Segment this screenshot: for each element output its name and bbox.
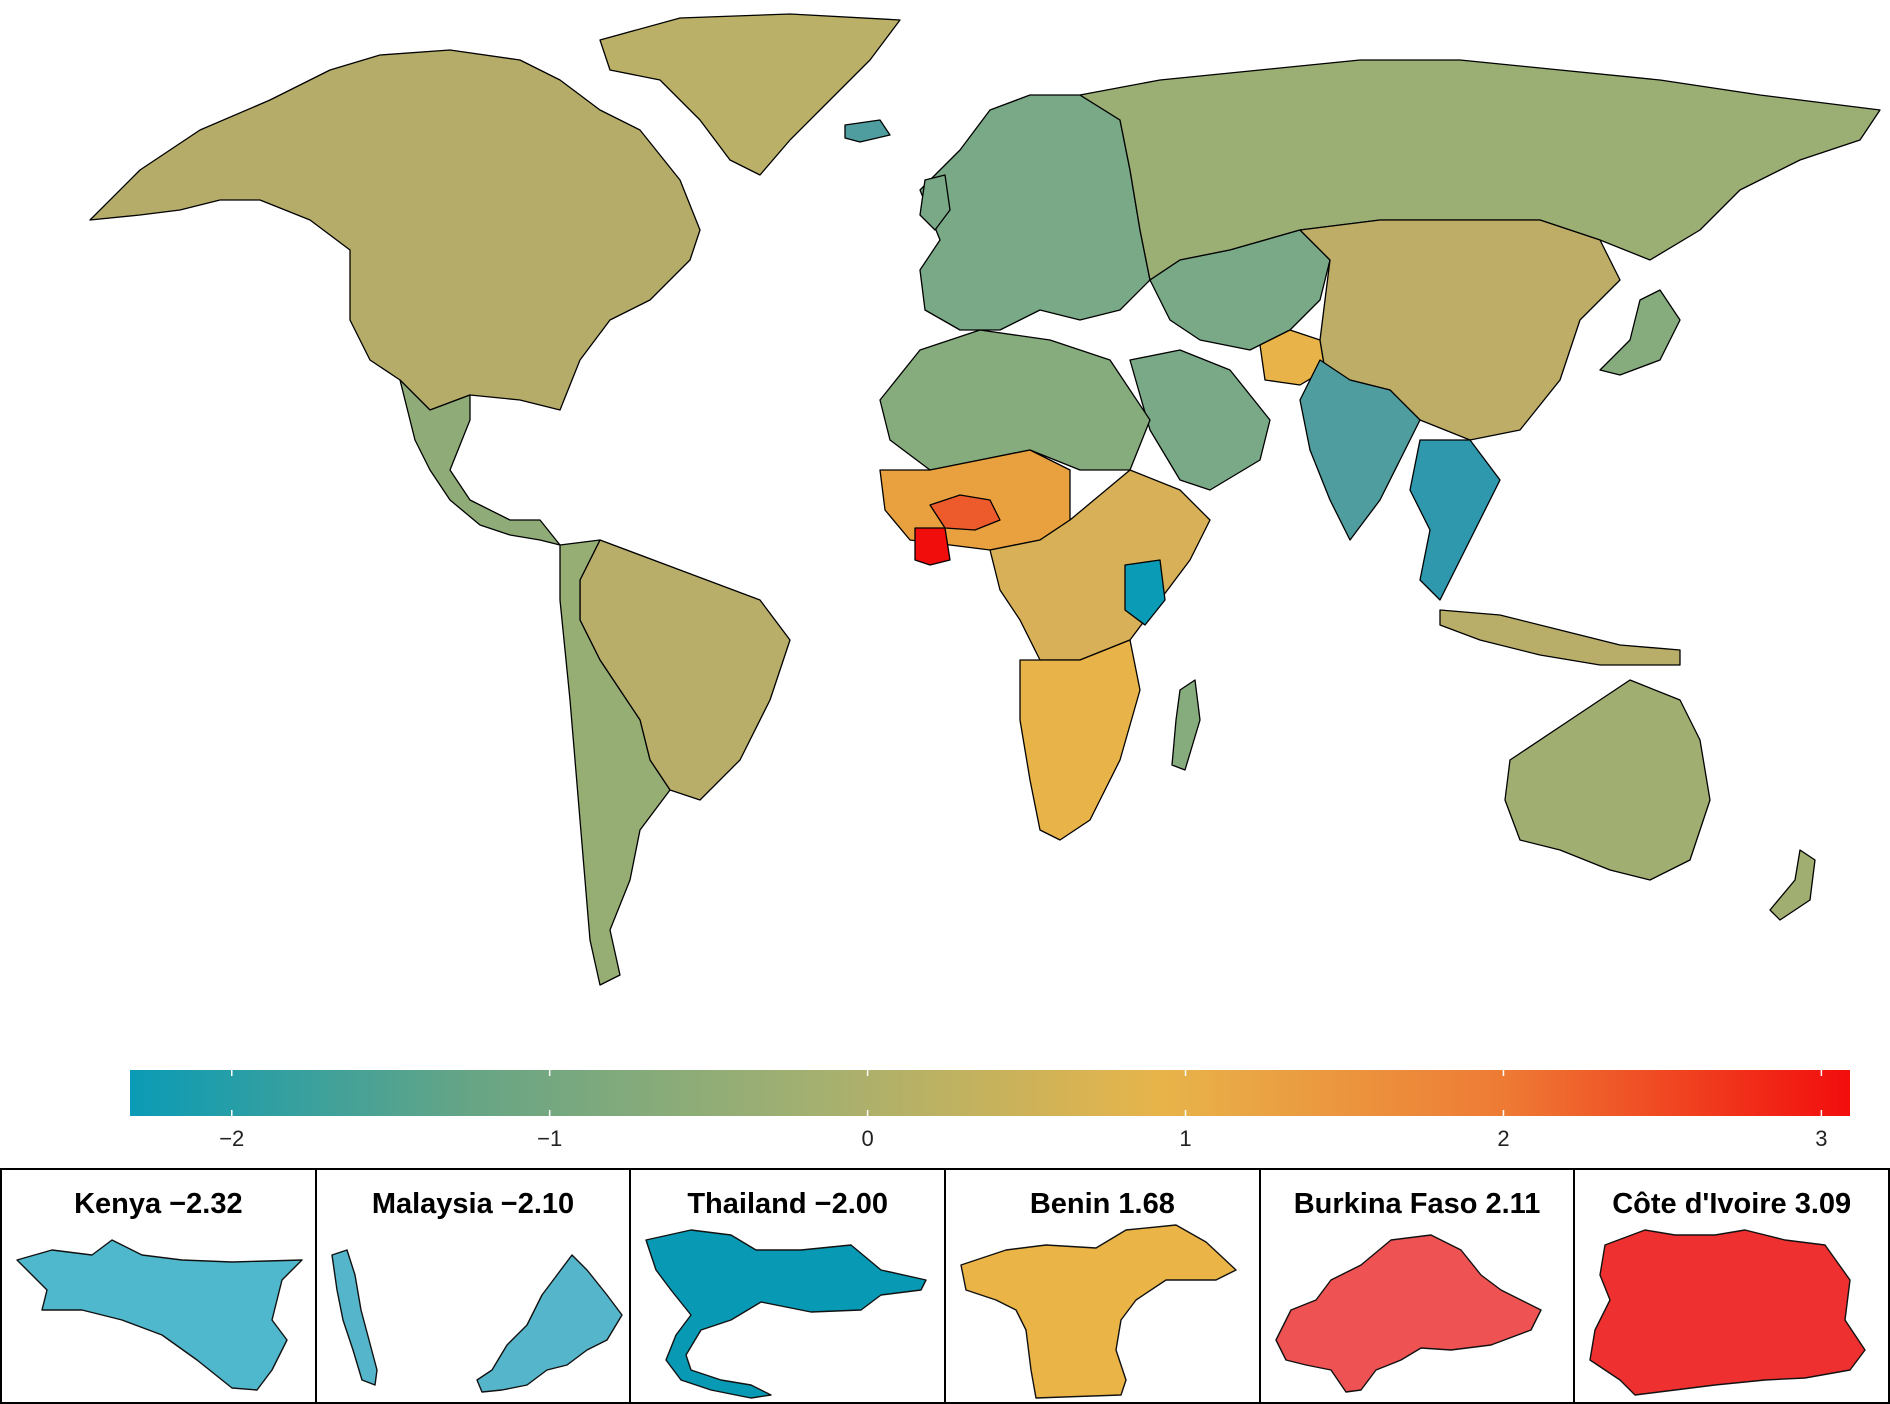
color-scale-tick-label: −2: [219, 1126, 244, 1151]
region-new-zealand: [1769, 849, 1816, 921]
region-mexico-central-america: [399, 379, 561, 546]
shape-malaysia-borneo: [475, 1254, 623, 1393]
panel-title-cote-divoire: Côte d'Ivoire 3.09: [1612, 1188, 1852, 1220]
color-scale-ticks: −2 −1 0 1 2 3: [219, 1070, 1828, 1151]
region-north-america: [89, 49, 701, 411]
shape-thailand-svg: [645, 1229, 928, 1399]
color-scale-tick-label: 0: [861, 1126, 873, 1151]
region-greenland: [599, 13, 901, 176]
region-europe: [919, 94, 1151, 331]
panel-title-kenya: Kenya −2.32: [74, 1188, 243, 1220]
region-australia: [1504, 679, 1711, 881]
region-central-asia: [1149, 229, 1331, 351]
shape-cote-divoire-svg: [1589, 1229, 1867, 1396]
shape-benin: [960, 1224, 1237, 1399]
color-scale-svg: −2 −1 0 1 2 3: [130, 1070, 1850, 1151]
color-scale-bar: [130, 1070, 1850, 1116]
shape-kenya: [16, 1239, 303, 1391]
panel-thailand: Thailand −2.00: [631, 1170, 947, 1402]
shape-kenya-svg: [16, 1239, 303, 1391]
region-china: [1299, 219, 1621, 441]
world-choropleth-map: [89, 13, 1881, 986]
region-japan: [1599, 289, 1681, 376]
region-south-america-west: [559, 539, 671, 986]
panel-malaysia: Malaysia −2.10: [317, 1170, 632, 1402]
panel-burkina-faso: Burkina Faso 2.11: [1261, 1170, 1576, 1402]
color-scale-tick-label: 3: [1815, 1126, 1827, 1151]
panel-title-thailand: Thailand −2.00: [687, 1188, 889, 1220]
region-central-east-africa: [989, 469, 1211, 661]
country-highlight-panels: Kenya −2.32 Malaysia −2.10 Thailand −2.0…: [0, 1168, 1890, 1404]
region-india: [1299, 359, 1421, 541]
panel-cote-divoire: Côte d'Ivoire 3.09: [1575, 1170, 1888, 1402]
color-scale-legend: −2 −1 0 1 2 3: [0, 1060, 1890, 1160]
region-uk: [919, 174, 951, 231]
shape-malaysia-peninsular: [330, 1249, 378, 1386]
region-indonesia: [1439, 609, 1681, 666]
shape-thailand: [645, 1229, 928, 1399]
panel-title-malaysia: Malaysia −2.10: [371, 1188, 575, 1220]
region-arabian-peninsula: [1129, 349, 1271, 491]
region-cote-divoire: [914, 527, 951, 566]
region-kenya: [1124, 559, 1166, 626]
region-north-africa: [879, 329, 1151, 471]
region-southeast-asia: [1409, 439, 1501, 601]
panel-title-burkina-faso: Burkina Faso 2.11: [1293, 1188, 1541, 1220]
world-map-svg: [89, 13, 1881, 986]
panel-title-benin: Benin 1.68: [1029, 1188, 1175, 1220]
panel-benin: Benin 1.68: [946, 1170, 1261, 1402]
color-scale-tick-label: 1: [1179, 1126, 1191, 1151]
region-madagascar: [1171, 679, 1201, 771]
color-scale-tick-label: −1: [537, 1126, 562, 1151]
region-southern-africa: [1019, 639, 1141, 841]
shape-benin-svg: [960, 1224, 1237, 1399]
panel-kenya: Kenya −2.32: [2, 1170, 317, 1402]
shape-malaysia-svg: [330, 1249, 623, 1393]
region-iceland: [844, 119, 891, 143]
shape-cote-divoire: [1589, 1229, 1867, 1396]
shape-burkina-faso: [1274, 1234, 1542, 1393]
color-scale-tick-label: 2: [1497, 1126, 1509, 1151]
shape-burkina-faso-svg: [1274, 1234, 1542, 1393]
